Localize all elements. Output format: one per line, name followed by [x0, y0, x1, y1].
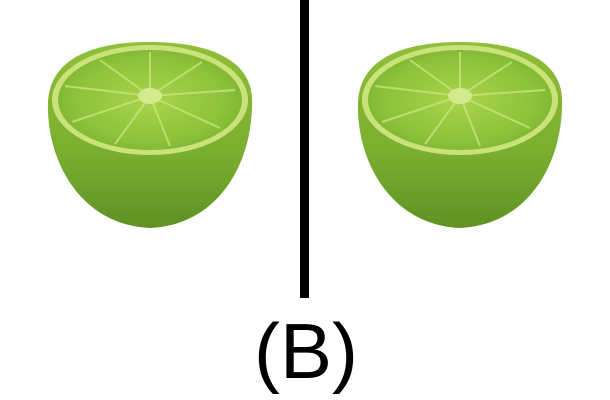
panel-label: (B) — [254, 307, 358, 395]
lime-left — [46, 41, 254, 229]
lime-right — [356, 41, 564, 229]
divider — [300, 0, 309, 298]
